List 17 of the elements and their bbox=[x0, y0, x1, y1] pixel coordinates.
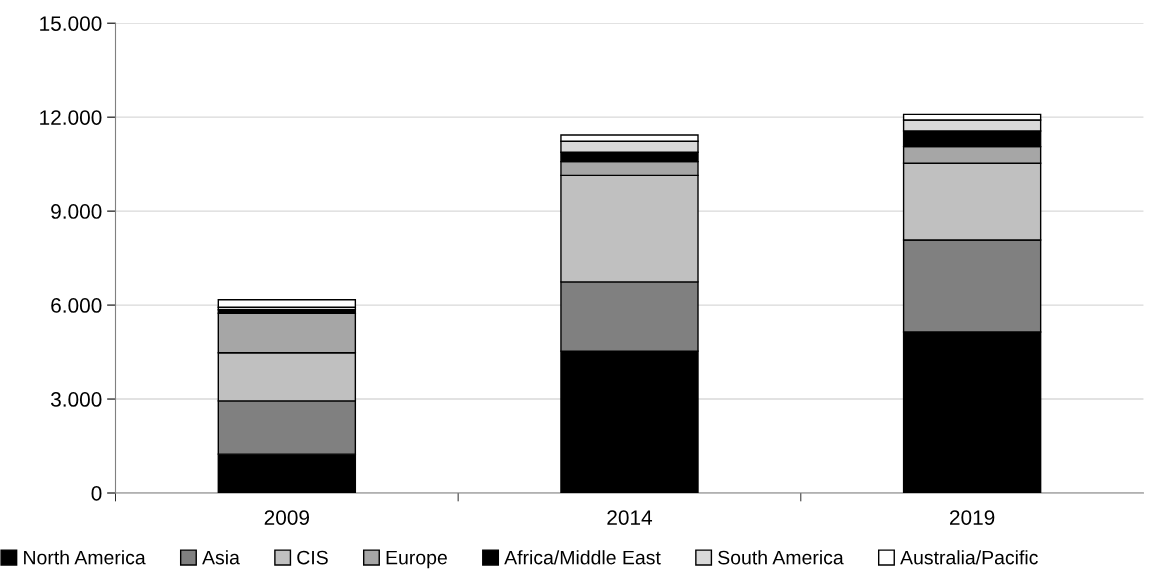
legend-label: South America bbox=[718, 550, 844, 565]
legend-label: Asia bbox=[202, 550, 240, 565]
y-tick-label: 0 bbox=[91, 486, 102, 501]
x-tick-label: 2009 bbox=[264, 510, 310, 525]
y-tick-label: 9.000 bbox=[51, 204, 102, 219]
x-tick-label: 2019 bbox=[950, 510, 995, 525]
y-tick-label: 15.000 bbox=[40, 16, 102, 31]
y-tick-label: 3.000 bbox=[50, 392, 102, 407]
legend-label: Australia/Pacific bbox=[900, 550, 1038, 565]
legend-label: CIS bbox=[297, 550, 328, 565]
y-tick-label: 6.000 bbox=[51, 298, 102, 313]
legend-label: Europe bbox=[386, 550, 447, 569]
legend-label: North America bbox=[24, 550, 146, 565]
legend-label: Africa/Middle East bbox=[504, 550, 661, 565]
y-tick-label: 12.000 bbox=[40, 110, 102, 125]
x-tick-label: 2014 bbox=[607, 510, 653, 525]
bar bbox=[217, 299, 357, 308]
